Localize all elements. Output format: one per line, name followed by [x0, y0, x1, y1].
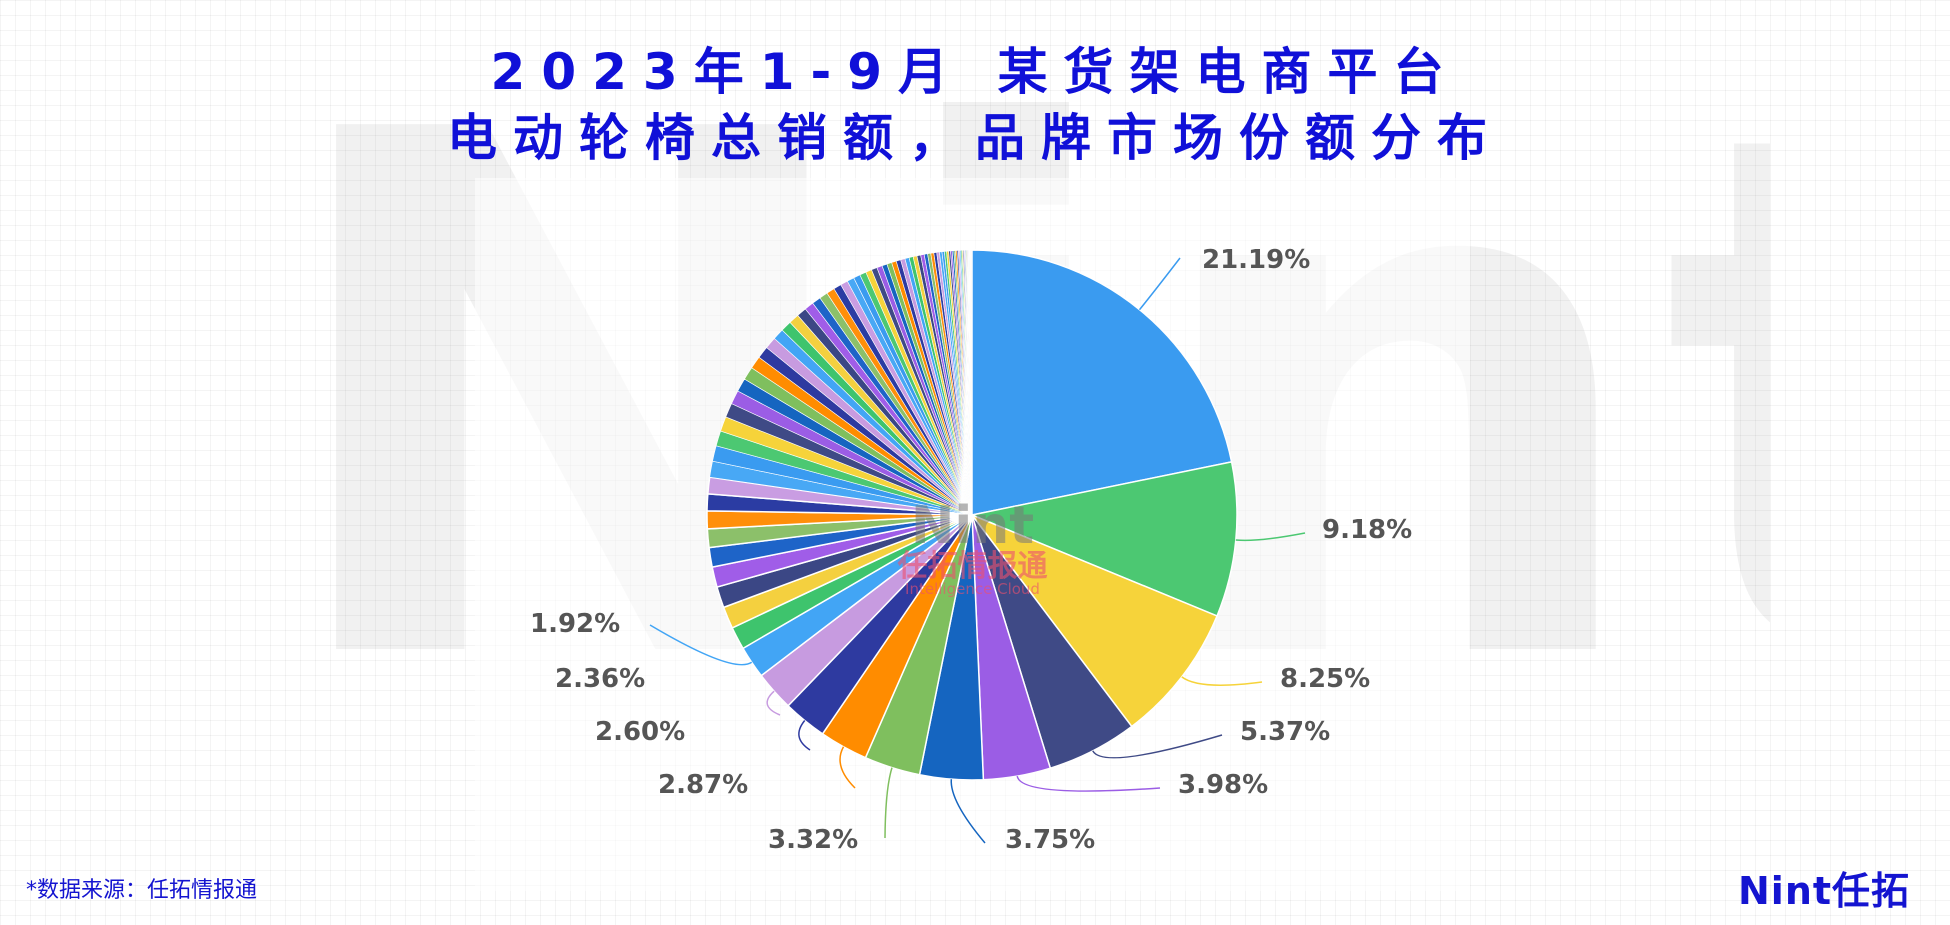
leader-line-11 — [649, 624, 753, 666]
center-watermark: Nint 任拓情报通 Intelligence Cloud — [890, 500, 1055, 597]
pie-slice-1 — [971, 249, 1233, 516]
data-label-1: 21.19% — [1202, 245, 1310, 275]
chart-title-line-2: 电动轮椅总销额，品牌市场份额分布 — [447, 109, 1503, 167]
leader-line-6 — [950, 779, 986, 844]
leader-line-3 — [1181, 676, 1263, 686]
leader-line-10 — [766, 690, 781, 716]
center-watermark-en: Intelligence Cloud — [905, 580, 1040, 598]
center-watermark-logo: Nint — [910, 496, 1035, 556]
data-label-11: 1.92% — [530, 609, 620, 639]
data-label-5: 3.98% — [1178, 770, 1268, 800]
data-label-4: 5.37% — [1240, 717, 1330, 747]
data-label-7: 3.32% — [768, 825, 858, 855]
center-watermark-cn: 任拓情报通 — [897, 549, 1048, 584]
data-label-2: 9.18% — [1322, 515, 1412, 545]
leader-line-7 — [884, 767, 893, 839]
data-label-9: 2.60% — [595, 717, 685, 747]
data-label-6: 3.75% — [1005, 825, 1095, 855]
data-label-10: 2.36% — [555, 664, 645, 694]
chart-title-line-1: 2023年1-9月 某货架电商平台 — [490, 43, 1460, 101]
pie-slice-3 — [969, 513, 1218, 728]
brand-logo: Nint任拓 — [1738, 869, 1911, 913]
data-label-3: 8.25% — [1280, 664, 1370, 694]
leader-line-8 — [839, 746, 856, 789]
leader-line-4 — [1092, 734, 1223, 759]
leader-line-2 — [1235, 532, 1306, 542]
leader-line-5 — [1016, 775, 1161, 792]
data-label-8: 2.87% — [658, 770, 748, 800]
leader-line-9 — [798, 720, 811, 751]
data-source-note: *数据来源：任拓情报通 — [26, 878, 258, 903]
leader-line-1 — [1138, 257, 1181, 311]
